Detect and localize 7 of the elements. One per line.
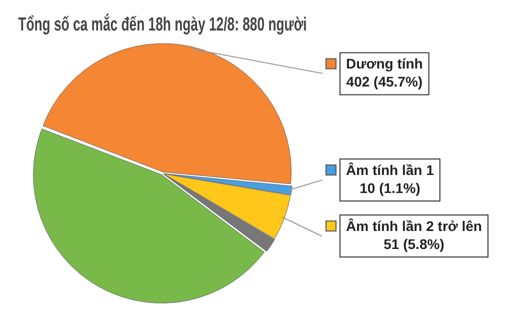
data-label: 10 (1.1%) — [360, 180, 420, 196]
legend-label: Dương tính — [346, 56, 423, 72]
data-label: 402 (45.7%) — [346, 74, 423, 90]
chart-title: Tổng số ca mắc đến 18h ngày 12/8: 880 người — [18, 13, 307, 36]
legend-label: Âm tính lần 1 — [346, 162, 434, 178]
data-label: 51 (5.8%) — [384, 236, 444, 252]
legend-label: Âm tính lần 2 trở lên — [346, 218, 482, 234]
